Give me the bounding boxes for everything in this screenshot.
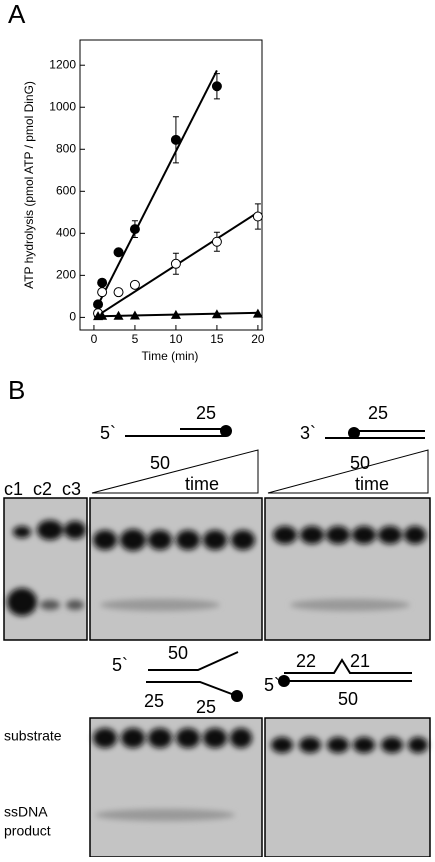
point [129, 224, 140, 235]
x-tick-label: 15 [210, 332, 224, 346]
x-tick-label: 20 [251, 332, 265, 346]
x-tick-label: 10 [169, 332, 183, 346]
strand-length: 21 [350, 651, 370, 671]
lane-label: c1 [4, 479, 23, 499]
plot: 0 200 400 600 800 1000 1200 0 5 10 15 20 [49, 57, 265, 346]
point [113, 287, 124, 298]
point [211, 81, 222, 92]
strand-length: 50 [350, 453, 370, 473]
strand-length: 25 [144, 691, 164, 711]
row-label: substrate [4, 728, 62, 744]
y-tick-label: 400 [56, 226, 76, 240]
time-wedge [91, 449, 259, 494]
point [113, 310, 124, 320]
lane-label: c3 [62, 479, 81, 499]
y-tick-label: 200 [56, 268, 76, 282]
point [252, 308, 263, 318]
strand-length: 22 [296, 651, 316, 671]
x-tick-label: 0 [91, 332, 98, 346]
strand-end: 5` [112, 655, 128, 675]
strand-length: 50 [338, 689, 358, 709]
y-tick-label: 0 [69, 310, 76, 324]
panel-label: A [8, 0, 26, 29]
row-label: ssDNA [4, 804, 48, 820]
point [211, 309, 222, 319]
lane-label: c2 [33, 479, 52, 499]
strand-end: 3` [300, 423, 316, 443]
diagram: 5` 50 25 25 22 21 5` 50 [112, 643, 412, 717]
strand-length: 50 [168, 643, 188, 663]
panel-label: B [8, 375, 25, 405]
point [170, 258, 181, 269]
fit-line [97, 70, 218, 306]
x-tick-label: 5 [132, 332, 139, 346]
point [170, 309, 181, 319]
wedge-label: time [355, 474, 389, 494]
strand-length: 50 [150, 453, 170, 473]
point [211, 236, 222, 247]
strand-end: 5` [264, 675, 280, 695]
y-axis-label: ATP hydrolysis (pmol ATP / pmol DinG) [22, 81, 36, 289]
point [97, 310, 108, 320]
point [113, 247, 124, 258]
strand-length: 25 [368, 403, 388, 423]
y-tick-label: 600 [56, 183, 76, 197]
strand-length: 25 [196, 403, 216, 423]
point [252, 211, 263, 222]
wedge-label: time [185, 474, 219, 494]
point [93, 299, 104, 310]
row-label: product [4, 823, 51, 839]
point [97, 277, 108, 288]
plot-frame [79, 39, 263, 331]
time-wedge [267, 449, 429, 494]
point [129, 279, 140, 290]
point [97, 287, 108, 298]
gel [3, 497, 431, 858]
point [170, 134, 181, 145]
x-axis-label: Time (min) [142, 349, 199, 363]
strand-length: 25 [196, 697, 216, 717]
y-tick-label: 1200 [49, 57, 76, 71]
point [129, 310, 140, 320]
diagram: 5` 25 50 3` 25 50 [100, 403, 425, 473]
strand-end: 5` [100, 423, 116, 443]
y-tick-label: 1000 [49, 99, 76, 113]
y-tick-label: 800 [56, 141, 76, 155]
